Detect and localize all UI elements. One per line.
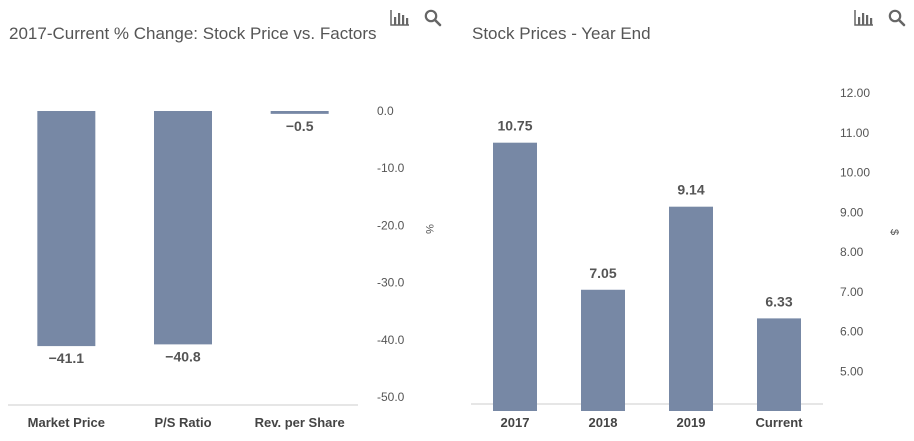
y-tick-label: -50.0 [377, 390, 405, 404]
y-tick-label: -20.0 [377, 218, 405, 232]
data-label: 7.05 [589, 265, 616, 281]
category-label: Current [756, 415, 804, 430]
percent-change-bar-chart: −41.1 Market Price −40.8 P/S Ratio −0.5 Rev. … [8, 104, 435, 430]
chart-title: 2017-Current % Change: Stock Price vs. F… [9, 24, 377, 43]
search-icon[interactable] [888, 9, 906, 27]
y-tick-label: -40.0 [377, 333, 405, 347]
y-tick-label: 8.00 [840, 245, 864, 259]
data-label: 6.33 [765, 293, 792, 309]
chart-title: Stock Prices - Year End [472, 24, 651, 43]
y-tick-label: 11.00 [840, 126, 869, 140]
bar [37, 111, 96, 347]
data-label: −0.5 [286, 118, 314, 134]
category-label: 2018 [589, 415, 618, 430]
search-icon[interactable] [424, 9, 442, 27]
bar-chart-icon[interactable] [389, 9, 411, 27]
y-tick-label: 10.00 [840, 166, 870, 180]
bar [669, 206, 713, 411]
y-axis-label: % [423, 224, 435, 234]
y-tick-label: 6.00 [840, 325, 864, 339]
bar [581, 289, 625, 411]
category-label: Market Price [28, 415, 105, 430]
stock-price-bar-chart: 10.75 2017 7.05 2018 9.14 2019 6.33 Current 5.00… [471, 86, 900, 430]
category-label: 2019 [677, 415, 706, 430]
y-tick-label: 9.00 [840, 205, 864, 219]
y-axis-label: $ [888, 229, 900, 235]
bar [757, 318, 801, 411]
category-label: Rev. per Share [255, 415, 345, 430]
data-label: 10.75 [497, 118, 532, 134]
y-tick-label: 7.00 [840, 285, 864, 299]
category-label: 2017 [501, 415, 530, 430]
bar [270, 111, 329, 114]
bar [493, 142, 537, 411]
y-tick-label: -30.0 [377, 276, 405, 290]
y-tick-label: 0.0 [377, 104, 394, 118]
bar [154, 111, 212, 345]
data-label: 9.14 [677, 182, 704, 198]
data-label: −40.8 [165, 348, 201, 364]
stock-price-chart-panel: Stock Prices - Year End 10.75 2017 7.05 201… [457, 0, 914, 441]
category-label: P/S Ratio [154, 415, 211, 430]
data-label: −41.1 [49, 350, 85, 366]
percent-change-chart-panel: 2017-Current % Change: Stock Price vs. F… [8, 9, 442, 430]
y-tick-label: 5.00 [840, 364, 864, 378]
bar-chart-icon[interactable] [853, 9, 875, 27]
y-tick-label: 12.00 [840, 86, 870, 100]
y-tick-label: -10.0 [377, 161, 405, 175]
